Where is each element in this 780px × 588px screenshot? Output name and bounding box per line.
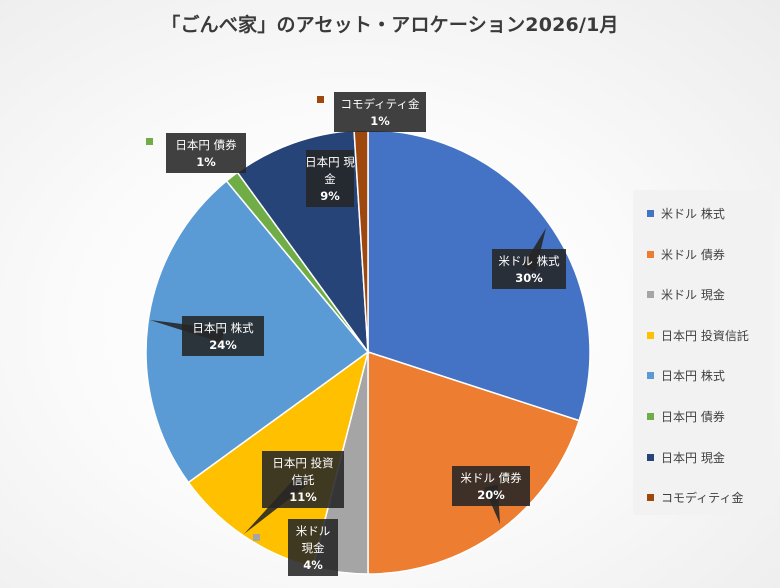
label-percent: 24% [209, 338, 237, 352]
label-percent: 30% [515, 271, 543, 285]
legend-swatch [647, 291, 654, 299]
label-category: 信託 [292, 473, 315, 487]
pie-slice-1 [367, 129, 591, 422]
label-category: 日本円 投資 [272, 456, 333, 470]
legend-item: 日本円 債券 [647, 408, 725, 425]
data-label-1: 米ドル 株式 30% [492, 228, 566, 289]
legend-swatch [647, 210, 654, 217]
label-box [166, 133, 246, 173]
label-category: コモディティ金 [340, 97, 420, 111]
label-category: 現金 [302, 541, 325, 555]
label-percent: 1% [196, 155, 216, 169]
legend-label: 日本円 投資信託 [661, 328, 749, 343]
label-box [492, 249, 566, 289]
label-box [452, 466, 530, 506]
label-category: 金 [324, 172, 336, 186]
label-percent: 11% [289, 490, 317, 504]
label-category: 日本円 株式 [192, 321, 254, 335]
label-marker [253, 534, 260, 541]
legend-item: 米ドル 株式 [647, 205, 725, 222]
legend-swatch [647, 413, 654, 420]
label-box [288, 519, 338, 576]
legend-swatch [647, 331, 654, 339]
data-label-2: 米ドル 債券 20% [452, 466, 530, 524]
legend-item: 日本円 投資信託 [647, 327, 749, 344]
data-label-5: 日本円 株式 24% [150, 316, 264, 356]
legend-label: 米ドル 株式 [661, 207, 725, 221]
legend-item: 米ドル 債券 [647, 246, 725, 263]
legend-swatch [647, 453, 654, 461]
legend: 米ドル 株式 米ドル 債券 米ドル 現金日本円 投資信託 日本円 株式 日本円 債券 日本… [633, 190, 774, 515]
legend-label: 日本円 債券 [661, 410, 725, 424]
label-box [306, 150, 354, 207]
label-percent: 4% [303, 558, 323, 572]
legend-label: 日本円 株式 [661, 369, 725, 384]
label-box [182, 316, 264, 356]
legend-item: 日本円 株式 [647, 367, 725, 384]
label-percent: 9% [320, 189, 340, 203]
legend-swatch [647, 494, 654, 502]
data-label-4: 日本円 投資信託 11% [244, 451, 344, 534]
legend-label: 日本円 現金 [661, 450, 725, 465]
legend-swatch [647, 372, 654, 380]
legend-label: 米ドル 現金 [661, 288, 725, 303]
legend-item: コモディティ金 [647, 489, 743, 506]
legend-label: 米ドル 債券 [661, 247, 725, 262]
label-percent: 20% [477, 488, 505, 502]
label-marker [146, 138, 153, 145]
label-category: 日本円 現 [305, 155, 355, 169]
label-box [262, 451, 344, 508]
data-label-7: 日本円 現金 9% [305, 150, 355, 207]
label-category: 米ドル 株式 [498, 254, 560, 268]
label-category: 米ドル 債券 [460, 471, 522, 485]
label-category: 米ドル [296, 524, 331, 538]
legend-swatch [647, 250, 654, 258]
chart-title: 「ごんべ家」のアセット・アロケーション2026/1月 [161, 14, 619, 36]
label-marker [317, 96, 324, 103]
pie-slice-2 [367, 350, 581, 575]
legend-item: 米ドル 現金 [647, 286, 725, 303]
legend-label: コモディティ金 [661, 491, 744, 506]
data-label-6: 日本円 債券 1% [146, 133, 246, 173]
label-box [334, 92, 426, 132]
label-category: 日本円 債券 [175, 138, 237, 152]
data-label-8: コモディティ金 1% [317, 92, 426, 132]
legend-item: 日本円 現金 [647, 449, 725, 466]
label-percent: 1% [370, 114, 390, 128]
